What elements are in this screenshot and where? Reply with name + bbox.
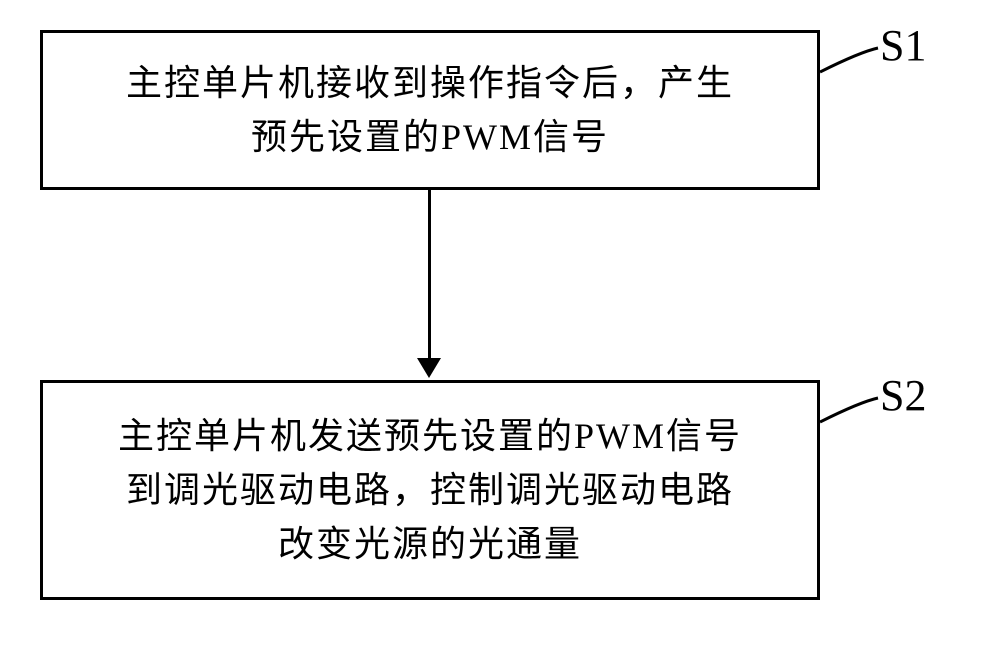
box1-line1: 主控单片机接收到操作指令后，产生 (126, 63, 734, 103)
label-s1-text: S1 (880, 21, 926, 70)
box2-line2: 到调光驱动电路，控制调光驱动电路 (126, 470, 734, 510)
step-label-1: S1 (880, 20, 926, 71)
connector-line (428, 190, 431, 360)
box2-line3: 改变光源的光通量 (278, 524, 582, 564)
step-label-2: S2 (880, 370, 926, 421)
step-box-2: 主控单片机发送预先设置的PWM信号 到调光驱动电路，控制调光驱动电路 改变光源的… (40, 380, 820, 600)
arrow-head-icon (417, 358, 441, 378)
step-box-1-text: 主控单片机接收到操作指令后，产生 预先设置的PWM信号 (126, 56, 734, 164)
step-box-2-text: 主控单片机发送预先设置的PWM信号 到调光驱动电路，控制调光驱动电路 改变光源的… (118, 409, 742, 571)
label-s2-text: S2 (880, 371, 926, 420)
box2-line1: 主控单片机发送预先设置的PWM信号 (118, 416, 742, 456)
step-box-1: 主控单片机接收到操作指令后，产生 预先设置的PWM信号 (40, 30, 820, 190)
box1-line2: 预先设置的PWM信号 (251, 117, 609, 157)
